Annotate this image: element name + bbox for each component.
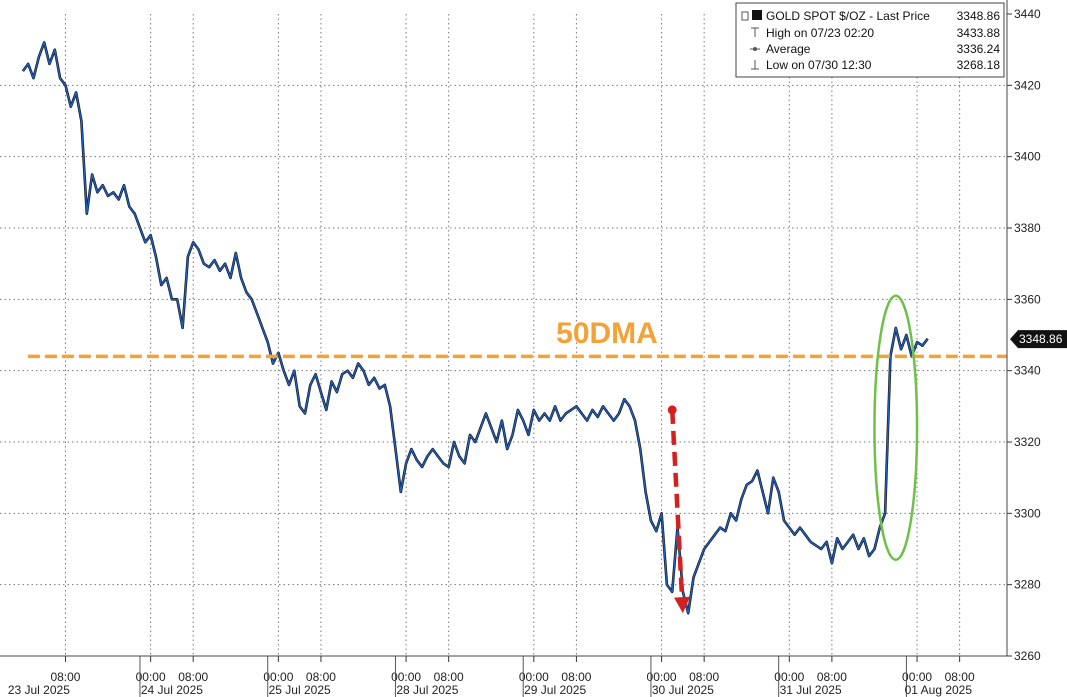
x-time-label: 08:00 [178, 670, 208, 684]
y-tick-label: 3400 [1014, 150, 1041, 164]
x-date-label: 01 Aug 2025 [905, 683, 973, 697]
legend-row-value: 3268.18 [957, 58, 1001, 72]
collapse-icon [741, 11, 749, 21]
series-line-shadow [21, 41, 929, 615]
y-tick-label: 3340 [1014, 364, 1041, 378]
legend-box [735, 2, 1005, 78]
y-tick-label: 3280 [1014, 578, 1041, 592]
average-dot-icon [753, 47, 757, 51]
series-line [22, 41, 929, 614]
series-layer [21, 41, 929, 615]
x-date-label: 31 Jul 2025 [780, 683, 842, 697]
dma-label: 50DMA [556, 317, 658, 350]
x-date-label: 24 Jul 2025 [141, 683, 203, 697]
y-tick-label: 3300 [1014, 506, 1041, 520]
y-tick-label: 3420 [1014, 78, 1041, 92]
x-time-label: 00:00 [774, 670, 804, 684]
x-time-label: 08:00 [561, 670, 591, 684]
x-time-label: 08:00 [945, 670, 975, 684]
legend-row-value: 3348.86 [957, 9, 1001, 23]
drop-arrow-shaft [669, 409, 685, 598]
x-time-label: 08:00 [689, 670, 719, 684]
high-marker-icon [751, 27, 759, 37]
x-time-label: 00:00 [647, 670, 677, 684]
x-date-label: 29 Jul 2025 [524, 683, 586, 697]
y-tick-label: 3440 [1014, 7, 1041, 21]
x-date-label: 28 Jul 2025 [396, 683, 458, 697]
x-time-label: 00:00 [391, 670, 421, 684]
legend-row-label: GOLD SPOT $/OZ - Last Price [766, 9, 930, 23]
x-time-label: 08:00 [817, 670, 847, 684]
drop-arrow-head [674, 596, 691, 614]
x-date-label: 23 Jul 2025 [8, 683, 70, 697]
y-tick-label: 3320 [1014, 435, 1041, 449]
x-date-label: 25 Jul 2025 [269, 683, 331, 697]
x-time-label: 00:00 [902, 670, 932, 684]
legend-row-value: 3336.24 [957, 42, 1001, 56]
x-time-label: 08:00 [306, 670, 336, 684]
x-date-label: 30 Jul 2025 [652, 683, 714, 697]
legend: GOLD SPOT $/OZ - Last Price 3348.86 High o… [735, 2, 1005, 78]
annotation-layer: 50DMA [27, 294, 1007, 614]
y-tick-label: 3260 [1014, 649, 1041, 663]
low-marker-icon [751, 60, 759, 70]
grid-lines [0, 14, 1007, 656]
legend-row-label: Average [766, 42, 811, 56]
highlight-ellipse [873, 294, 919, 561]
series-swatch-icon [752, 10, 762, 20]
last-price-tag [1010, 330, 1067, 349]
x-time-label: 00:00 [136, 670, 166, 684]
last-price-value: 3348.86 [1019, 332, 1063, 346]
y-tick-label: 3360 [1014, 292, 1041, 306]
legend-row-value: 3433.88 [957, 26, 1001, 40]
x-time-label: 08:00 [434, 670, 464, 684]
legend-row-label: High on 07/23 02:20 [766, 26, 874, 40]
y-tick-label: 3380 [1014, 221, 1041, 235]
x-time-label: 00:00 [519, 670, 549, 684]
x-time-label: 00:00 [263, 670, 293, 684]
x-time-label: 08:00 [50, 670, 80, 684]
legend-row-label: Low on 07/30 12:30 [766, 58, 872, 72]
